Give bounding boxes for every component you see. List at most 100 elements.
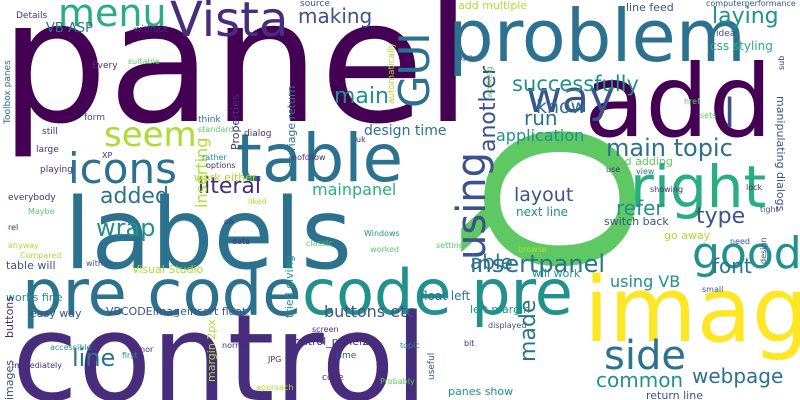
word: good bbox=[692, 228, 800, 279]
word: XP bbox=[102, 151, 113, 160]
word: labels bbox=[64, 178, 353, 292]
word: Compared bbox=[20, 251, 62, 260]
word: automatically bbox=[387, 42, 397, 104]
word: design bbox=[759, 237, 768, 264]
word: dialog bbox=[244, 129, 272, 139]
word: buttons bbox=[3, 295, 16, 338]
word: right bbox=[630, 153, 767, 221]
word: table bbox=[236, 120, 404, 197]
word: idea bbox=[716, 29, 736, 39]
word: Details bbox=[16, 11, 48, 21]
word: everybody bbox=[8, 193, 56, 203]
word: run bbox=[524, 106, 558, 130]
word: Properties bbox=[229, 94, 242, 150]
word: need bbox=[730, 237, 750, 246]
word: uk bbox=[356, 135, 366, 144]
word: icons bbox=[68, 144, 177, 193]
word: useful bbox=[427, 352, 437, 380]
word: Toolbox panes bbox=[3, 60, 13, 124]
word: go away bbox=[664, 229, 711, 242]
word: type bbox=[696, 204, 746, 229]
word: switch back bbox=[604, 215, 669, 228]
word: view bbox=[636, 167, 655, 176]
word: webpage bbox=[692, 364, 784, 388]
word: app bbox=[458, 53, 474, 62]
word: added bbox=[100, 184, 169, 209]
word: lock bbox=[746, 183, 763, 192]
word: next line bbox=[516, 205, 569, 219]
word: anyway bbox=[8, 241, 39, 250]
word: mainpanel bbox=[312, 180, 397, 199]
word: Every bbox=[92, 61, 118, 71]
word: tight bbox=[760, 205, 779, 214]
word: time bbox=[336, 351, 357, 361]
word: normal bbox=[222, 341, 251, 350]
word: image bbox=[584, 258, 800, 363]
word: application bbox=[496, 126, 585, 145]
word: pre code bbox=[22, 257, 302, 331]
word: showing bbox=[650, 185, 684, 194]
word: using VB bbox=[610, 272, 681, 291]
word: working bbox=[485, 66, 494, 98]
word: immediately bbox=[12, 361, 62, 370]
word: options bbox=[206, 161, 236, 170]
word: small bbox=[702, 285, 724, 294]
word: l bbox=[724, 91, 736, 137]
word: easy way bbox=[30, 307, 82, 320]
word: Vista bbox=[170, 0, 289, 48]
word: will work bbox=[532, 267, 581, 280]
word: common bbox=[596, 368, 684, 392]
word: sub bbox=[777, 55, 786, 70]
word: VBCODEimageinsert float bbox=[106, 305, 247, 318]
word: form bbox=[84, 113, 105, 123]
word: css styling bbox=[710, 39, 773, 53]
word: float left bbox=[420, 289, 471, 303]
word: left margin bbox=[470, 303, 531, 316]
word: add bbox=[584, 43, 773, 160]
word: bit bbox=[464, 339, 475, 348]
word: side bbox=[604, 333, 686, 379]
word: source bbox=[300, 0, 330, 9]
word: data bbox=[232, 237, 251, 246]
word: sets bbox=[700, 111, 717, 120]
word: suitable bbox=[128, 57, 160, 66]
word: within bbox=[86, 259, 111, 268]
word: Windows bbox=[364, 229, 400, 238]
word: know bbox=[536, 96, 587, 118]
word: co bbox=[224, 217, 234, 226]
word: refer bbox=[616, 196, 664, 220]
word: table will bbox=[6, 259, 56, 272]
word: setting bbox=[436, 241, 464, 250]
word: design time bbox=[364, 123, 447, 139]
word: line feed bbox=[626, 1, 674, 14]
word: work either bbox=[194, 171, 257, 184]
word: laying bbox=[712, 4, 779, 29]
word: code bbox=[322, 373, 344, 383]
word: main bbox=[334, 84, 389, 109]
word: browse bbox=[518, 245, 547, 254]
word: topic bbox=[400, 341, 420, 350]
word: liked bbox=[248, 197, 267, 206]
word: use bbox=[606, 165, 621, 174]
word: problem bbox=[448, 0, 746, 78]
word: margin 2px bbox=[205, 319, 218, 382]
word: nofollow bbox=[292, 153, 326, 162]
word: panel bbox=[0, 0, 472, 162]
word: first bbox=[122, 351, 138, 360]
word: large bbox=[36, 145, 59, 155]
word: line bbox=[72, 344, 116, 372]
word: computerperformance bbox=[706, 0, 796, 8]
word: panes show bbox=[448, 385, 514, 398]
word: without bbox=[134, 25, 168, 35]
word: return line bbox=[646, 389, 703, 400]
word: still bbox=[42, 127, 58, 137]
word: minor bbox=[130, 345, 154, 354]
word: font bbox=[712, 254, 752, 278]
word: literal bbox=[198, 174, 262, 199]
word: playing bbox=[40, 165, 73, 175]
word: accessible bbox=[50, 343, 92, 352]
word: href bbox=[684, 97, 700, 106]
word: classic bbox=[306, 239, 333, 248]
word: tried adding bbox=[606, 155, 673, 168]
